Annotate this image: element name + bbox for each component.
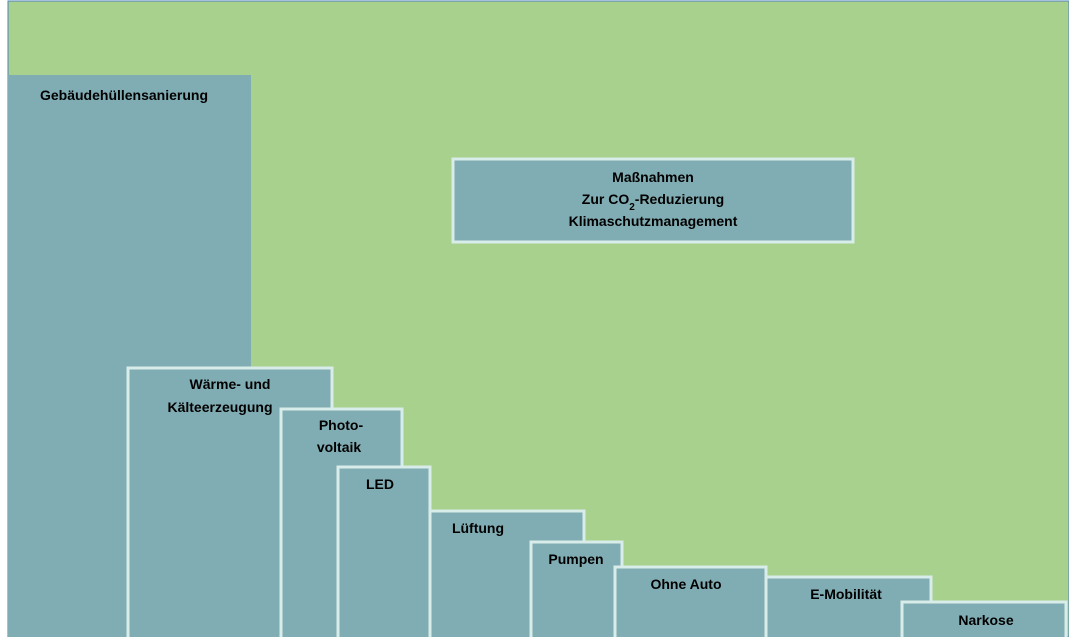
title-box (451, 157, 855, 244)
subscript: 2 (629, 202, 635, 213)
box-label: Ohne Auto (650, 576, 721, 592)
title-line: Klimaschutzmanagement (569, 213, 738, 229)
box-label: LED (366, 476, 394, 492)
box-label: E-Mobilität (810, 586, 882, 602)
box-label: Wärme- und (190, 376, 271, 392)
title-line: Maßnahmen (612, 169, 694, 185)
box-label: voltaik (317, 439, 362, 455)
title-text: -Reduzierung (635, 191, 724, 207)
box (529, 540, 624, 637)
box-label: Kälteerzeugung (167, 399, 272, 415)
box-label: Narkose (958, 612, 1013, 628)
box (336, 465, 432, 637)
box (900, 600, 1068, 637)
title-line: Zur CO2-Reduzierung (582, 191, 724, 213)
box-label: Photo- (319, 417, 364, 433)
title-text: Zur CO (582, 191, 630, 207)
box-label: Gebäudehüllensanierung (40, 87, 208, 103)
box-label: Lüftung (452, 520, 504, 536)
box-label: Pumpen (548, 551, 603, 567)
